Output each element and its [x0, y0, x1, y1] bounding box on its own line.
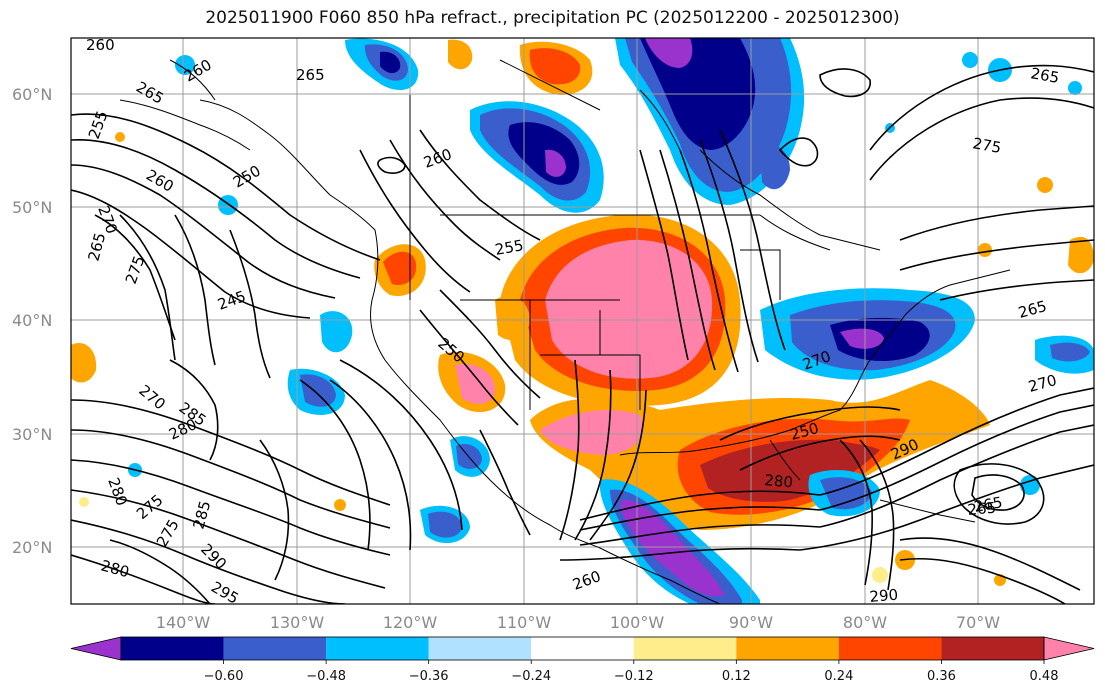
anomaly-patch [79, 497, 89, 507]
plot-frame [70, 37, 1095, 605]
colorbar-extend-low [70, 636, 122, 661]
negative-anomaly-region [645, 38, 693, 68]
contour-label: 255 [494, 236, 525, 259]
contour-label: 275 [971, 134, 1002, 157]
positive-anomaly-region [540, 410, 643, 455]
contour-label: 265 [1029, 64, 1060, 87]
contour-label: 260 [86, 36, 115, 54]
anomaly-patch [978, 243, 992, 257]
lat-label: 40°N [12, 311, 52, 330]
negative-anomaly-region [840, 328, 884, 349]
lon-label: 130°W [270, 613, 325, 632]
negative-anomaly-region [760, 143, 790, 190]
contour-label: 265 [296, 66, 325, 84]
longitude-axis: 140°W 130°W 120°W 110°W 100°W 90°W 80°W … [156, 613, 1000, 632]
positive-anomaly-region [545, 239, 713, 379]
colorbar-label: 0.12 [722, 669, 751, 684]
anomaly-patch [962, 52, 978, 68]
colorbar-extend-high [1043, 636, 1095, 661]
coastlines [119, 59, 1011, 604]
anomaly-patch [1037, 177, 1053, 193]
colorbar-label: −0.48 [306, 669, 346, 684]
anomaly-patch [872, 567, 888, 583]
anomaly-patch [115, 132, 125, 142]
colorbar-label: −0.12 [614, 669, 654, 684]
colorbar-segment [736, 637, 839, 660]
lat-label: 20°N [12, 538, 52, 557]
contour-label: 290 [869, 586, 899, 606]
colorbar-label: 0.48 [1030, 669, 1059, 684]
colorbar-segment [531, 637, 634, 660]
anomaly-patch [1020, 475, 1040, 495]
positive-anomaly-region [700, 439, 880, 502]
negative-anomaly-region [1050, 342, 1090, 362]
colorbar-segment [838, 637, 942, 660]
lon-label: 140°W [156, 613, 211, 632]
colorbar-segment [223, 637, 327, 660]
colorbar: −0.60 −0.48 −0.36 −0.24 −0.12 0.12 0.24 0.36 0.4… [70, 636, 1095, 684]
contour-label: 265 [973, 493, 1004, 516]
negative-anomaly-region [380, 51, 401, 74]
lat-label: 60°N [12, 85, 52, 104]
negative-anomaly-region [320, 311, 353, 353]
negative-anomaly-region [620, 499, 725, 597]
anomaly-patch [334, 499, 346, 511]
latitude-axis: 60°N 50°N 40°N 30°N 20°N [12, 85, 52, 557]
lon-label: 110°W [497, 613, 552, 632]
lat-label: 50°N [12, 198, 52, 217]
anomaly-patch [175, 55, 195, 75]
colorbar-label: −0.36 [409, 669, 449, 684]
contour-label: 265 [967, 499, 997, 519]
colorbar-label: 0.36 [927, 669, 956, 684]
anomaly-patch [1068, 81, 1082, 95]
positive-anomaly-region [383, 251, 417, 286]
colorbar-label: −0.24 [511, 669, 551, 684]
positive-anomaly-region [455, 363, 495, 404]
negative-anomaly-region [545, 149, 566, 177]
negative-anomaly-region [300, 374, 336, 407]
lat-label: 30°N [12, 425, 52, 444]
positive-anomaly-region [529, 48, 581, 85]
refractivity-contours [71, 64, 1094, 604]
positive-anomaly-region [448, 39, 473, 70]
lon-label: 70°W [956, 613, 1000, 632]
positive-anomaly-region [1068, 236, 1094, 274]
positive-anomaly-region [71, 342, 97, 383]
lon-label: 90°W [729, 613, 773, 632]
lon-label: 100°W [610, 613, 665, 632]
colorbar-label: −0.60 [204, 669, 244, 684]
colorbar-segment [941, 637, 1044, 660]
colorbar-segment [121, 637, 224, 660]
negative-anomaly-region [820, 477, 872, 510]
colorbar-frame [120, 636, 1045, 661]
positive-anomaly-region [495, 296, 530, 340]
colorbar-segment [633, 637, 737, 660]
negative-anomaly-region [428, 511, 462, 538]
lon-label: 120°W [383, 613, 438, 632]
colorbar-segment [326, 637, 429, 660]
lon-label: 80°W [843, 613, 887, 632]
colorbar-label: 0.24 [824, 669, 853, 684]
colorbar-segment [428, 637, 532, 660]
map-title: 2025011900 F060 850 hPa refract., precip… [205, 8, 900, 28]
contour-label: 280 [764, 471, 794, 491]
